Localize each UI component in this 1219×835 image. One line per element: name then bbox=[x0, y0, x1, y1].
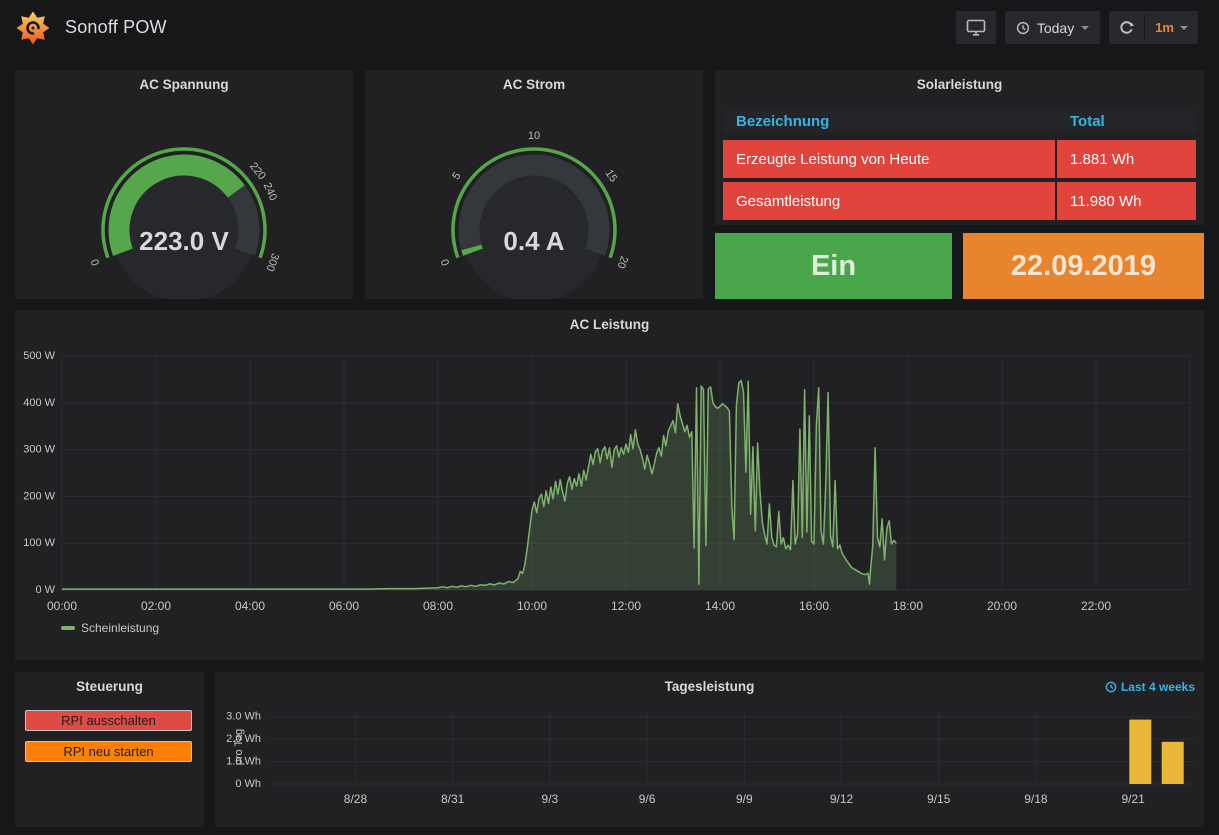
svg-text:08:00: 08:00 bbox=[423, 599, 453, 613]
panel-tagesleistung: Tagesleistung Last 4 weeks 0 Wh 1.0 Wh 2.0… bbox=[215, 672, 1204, 827]
svg-text:0: 0 bbox=[439, 257, 452, 267]
refresh-interval-label: 1m bbox=[1155, 20, 1174, 35]
svg-text:8/31: 8/31 bbox=[441, 792, 465, 806]
table-row: Erzeugte Leistung von Heute 1.881 Wh bbox=[723, 140, 1196, 178]
date-value: 22.09.2019 bbox=[1010, 249, 1157, 282]
refresh-button[interactable] bbox=[1109, 11, 1144, 44]
svg-text:15: 15 bbox=[603, 168, 620, 185]
svg-text:16:00: 16:00 bbox=[799, 599, 829, 613]
svg-text:0 Wh: 0 Wh bbox=[235, 778, 261, 790]
table-header-row: Bezeichnung Total bbox=[723, 110, 1196, 133]
svg-text:10:00: 10:00 bbox=[517, 599, 547, 613]
table-header-total[interactable]: Total bbox=[1070, 113, 1105, 130]
table-row: Gesamtleistung 11.980 Wh bbox=[723, 182, 1196, 220]
svg-text:9/3: 9/3 bbox=[542, 792, 559, 806]
table-cell-name: Gesamtleistung bbox=[723, 182, 1055, 220]
solar-table: Bezeichnung Total Erzeugte Leistung von … bbox=[723, 110, 1196, 224]
refresh-group: 1m bbox=[1109, 11, 1198, 44]
navbar-controls: Today 1m bbox=[955, 11, 1198, 44]
table-cell-total: 1.881 Wh bbox=[1057, 140, 1196, 178]
time-range-label: Today bbox=[1036, 19, 1075, 36]
svg-text:0 W: 0 W bbox=[35, 584, 55, 596]
svg-text:00:00: 00:00 bbox=[47, 599, 77, 613]
timeseries-ac-leistung[interactable]: 0 W 100 W 200 W 300 W 400 W 500 W 00:00 02:00 04… bbox=[15, 310, 1204, 660]
svg-text:9/18: 9/18 bbox=[1024, 792, 1048, 806]
panel-title[interactable]: AC Leistung bbox=[569, 317, 650, 332]
svg-text:06:00: 06:00 bbox=[329, 599, 359, 613]
svg-text:04:00: 04:00 bbox=[235, 599, 265, 613]
clock-icon bbox=[1016, 21, 1029, 34]
svg-text:9/12: 9/12 bbox=[830, 792, 854, 806]
svg-text:02:00: 02:00 bbox=[141, 599, 171, 613]
svg-text:500 W: 500 W bbox=[23, 350, 55, 362]
panel-date: 22.09.2019 bbox=[963, 233, 1204, 299]
svg-text:20: 20 bbox=[615, 254, 630, 270]
panel-solarleistung: Solarleistung Bezeichnung Total Erzeugte… bbox=[715, 70, 1204, 225]
svg-text:240: 240 bbox=[261, 181, 279, 203]
svg-text:0: 0 bbox=[89, 257, 102, 267]
chevron-down-icon bbox=[1180, 25, 1188, 30]
svg-text:2.0 Wh: 2.0 Wh bbox=[226, 733, 261, 745]
panel-title[interactable]: Solarleistung bbox=[916, 77, 1003, 92]
panel-title[interactable]: Steuerung bbox=[76, 679, 143, 694]
svg-text:9/6: 9/6 bbox=[639, 792, 656, 806]
svg-text:18:00: 18:00 bbox=[893, 599, 923, 613]
time-range-link[interactable]: Last 4 weeks bbox=[1105, 680, 1195, 694]
svg-text:9/9: 9/9 bbox=[736, 792, 753, 806]
svg-text:223.0 V: 223.0 V bbox=[139, 226, 229, 256]
legend-label: Scheinleistung bbox=[81, 621, 160, 635]
svg-text:pro Tag: pro Tag bbox=[233, 729, 245, 766]
svg-text:300: 300 bbox=[263, 251, 281, 272]
svg-text:220: 220 bbox=[247, 160, 268, 182]
time-range-link-label: Last 4 weeks bbox=[1120, 680, 1195, 694]
monitor-icon bbox=[966, 19, 986, 36]
svg-text:20:00: 20:00 bbox=[987, 599, 1017, 613]
svg-text:400 W: 400 W bbox=[23, 397, 55, 409]
table-cell-total: 11.980 Wh bbox=[1057, 182, 1196, 220]
svg-text:10: 10 bbox=[528, 130, 540, 142]
svg-text:3.0 Wh: 3.0 Wh bbox=[226, 711, 261, 723]
svg-text:14:00: 14:00 bbox=[705, 599, 735, 613]
panel-ac-strom: AC Strom 0 5 10 15 20 0.4 A bbox=[365, 70, 703, 299]
panel-title[interactable]: Tagesleistung bbox=[664, 679, 755, 694]
table-header-bezeichnung[interactable]: Bezeichnung bbox=[736, 113, 830, 130]
legend-item-scheinleistung[interactable]: Scheinleistung bbox=[61, 621, 159, 635]
panel-title[interactable]: AC Strom bbox=[502, 77, 566, 92]
svg-text:300 W: 300 W bbox=[23, 444, 55, 456]
clock-icon bbox=[1105, 681, 1117, 693]
svg-text:100 W: 100 W bbox=[23, 537, 55, 549]
svg-text:12:00: 12:00 bbox=[611, 599, 641, 613]
svg-text:8/28: 8/28 bbox=[344, 792, 368, 806]
time-range-picker[interactable]: Today bbox=[1004, 11, 1101, 44]
divider bbox=[1144, 15, 1146, 40]
rpi-restart-button[interactable]: RPI neu starten bbox=[25, 741, 192, 762]
gauge-ac-strom: 0 5 10 15 20 0.4 A bbox=[439, 130, 630, 299]
kiosk-mode-button[interactable] bbox=[955, 11, 996, 44]
svg-text:9/21: 9/21 bbox=[1121, 792, 1145, 806]
refresh-interval-dropdown[interactable]: 1m bbox=[1145, 11, 1198, 44]
rpi-shutdown-button[interactable]: RPI ausschalten bbox=[25, 710, 192, 731]
svg-text:22:00: 22:00 bbox=[1081, 599, 1111, 613]
power-state-value: Ein bbox=[810, 249, 857, 282]
svg-text:200 W: 200 W bbox=[23, 490, 55, 502]
dashboard-title: Sonoff POW bbox=[65, 17, 167, 37]
grafana-logo[interactable] bbox=[16, 11, 50, 45]
svg-text:9/15: 9/15 bbox=[927, 792, 951, 806]
barchart-tagesleistung[interactable]: 0 Wh 1.0 Wh 2.0 Wh 3.0 Wh 8/28 8/31 9/3 9/6 9/9 9… bbox=[215, 672, 1204, 827]
panel-ac-spannung: AC Spannung 0 220 240 300 223.0 V bbox=[15, 70, 353, 299]
legend-swatch bbox=[61, 626, 75, 630]
panel-ac-leistung: AC Leistung 0 W 100 W 200 W 300 W 400 W 500 W… bbox=[15, 310, 1204, 660]
navbar: Sonoff POW Today 1m bbox=[0, 0, 1219, 55]
chevron-down-icon bbox=[1081, 25, 1090, 30]
svg-text:0.4 A: 0.4 A bbox=[503, 226, 564, 256]
svg-text:5: 5 bbox=[450, 170, 463, 182]
panel-power-state: Ein bbox=[715, 233, 952, 299]
refresh-icon bbox=[1120, 21, 1135, 34]
panel-title[interactable]: AC Spannung bbox=[139, 77, 229, 92]
svg-text:1.0 Wh: 1.0 Wh bbox=[226, 756, 261, 768]
panel-steuerung: Steuerung RPI ausschalten RPI neu starte… bbox=[15, 672, 204, 827]
table-cell-name: Erzeugte Leistung von Heute bbox=[723, 140, 1055, 178]
